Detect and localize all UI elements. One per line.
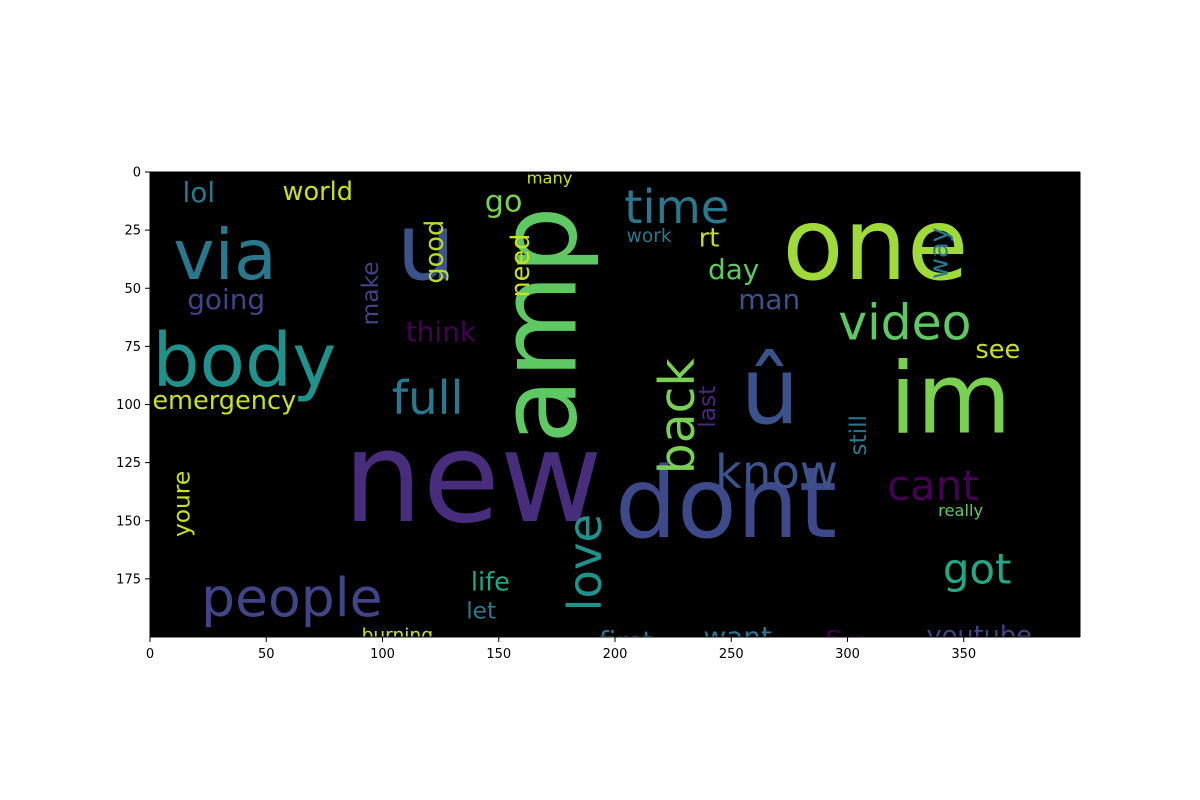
word-make: make bbox=[357, 261, 384, 325]
word-lol: lol bbox=[183, 176, 216, 209]
word-youre: youre bbox=[169, 471, 196, 537]
x-tick-label: 300 bbox=[835, 647, 860, 662]
word-burning: burning bbox=[362, 626, 433, 647]
word-û: û bbox=[741, 337, 800, 445]
word-know: know bbox=[715, 445, 838, 499]
y-tick-label: 100 bbox=[116, 398, 141, 413]
x-tick-label: 100 bbox=[370, 647, 395, 662]
word-love: love bbox=[558, 514, 612, 612]
x-tick-label: 200 bbox=[603, 647, 628, 662]
word-one: one bbox=[782, 186, 968, 303]
y-tick-label: 150 bbox=[116, 514, 141, 529]
word-fire: fire bbox=[824, 625, 870, 658]
word-many: many bbox=[527, 169, 573, 188]
word-see: see bbox=[975, 335, 1020, 365]
x-tick-label: 50 bbox=[258, 647, 275, 662]
y-tick-label: 25 bbox=[124, 224, 141, 239]
y-axis-ticks: 0 25 50 75 100 125 150 175 bbox=[116, 166, 150, 587]
x-tick-label: 350 bbox=[951, 647, 976, 662]
y-tick-label: 125 bbox=[116, 456, 141, 471]
word-think: think bbox=[406, 316, 477, 349]
word-going: going bbox=[187, 283, 265, 316]
y-tick-label: 175 bbox=[116, 572, 141, 587]
word-good: good bbox=[420, 220, 450, 284]
word-let: let bbox=[466, 597, 496, 624]
word-via: via bbox=[173, 215, 276, 296]
word-full: full bbox=[392, 371, 464, 425]
word-last: last bbox=[694, 386, 721, 428]
y-tick-label: 50 bbox=[124, 282, 141, 297]
word-people: people bbox=[201, 566, 382, 629]
word-dont: dont bbox=[615, 447, 837, 561]
word-work: work bbox=[627, 226, 672, 247]
word-need: need bbox=[506, 234, 536, 298]
word-youtube: youtube bbox=[927, 621, 1032, 651]
word-want: want bbox=[703, 620, 772, 653]
y-tick-label: 0 bbox=[133, 166, 141, 181]
word-got: got bbox=[943, 545, 1012, 594]
word-emergency: emergency bbox=[152, 386, 296, 416]
word-im: im bbox=[889, 342, 1011, 456]
word-body: body bbox=[152, 317, 336, 404]
x-axis-ticks: 0 50 100 150 200 250 300 350 bbox=[146, 637, 976, 662]
word-back: back bbox=[649, 358, 706, 475]
word-life: life bbox=[471, 568, 510, 598]
word-rt: rt bbox=[699, 223, 720, 253]
word-still: still bbox=[845, 415, 872, 456]
word-world: world bbox=[283, 177, 353, 207]
word-way: way bbox=[924, 227, 954, 279]
word-u: u bbox=[396, 193, 455, 301]
x-tick-label: 0 bbox=[146, 647, 154, 662]
y-tick-label: 75 bbox=[124, 340, 141, 355]
word-amp: amp bbox=[477, 206, 601, 444]
wordcloud-background bbox=[150, 172, 1080, 637]
word-cant: cant bbox=[887, 461, 979, 510]
word-day: day bbox=[708, 253, 759, 286]
word-go: go bbox=[485, 185, 523, 220]
x-tick-label: 150 bbox=[486, 647, 511, 662]
word-first: first bbox=[599, 625, 654, 658]
word-man: man bbox=[738, 283, 800, 316]
word-new: new bbox=[343, 404, 603, 551]
word-really: really bbox=[938, 501, 983, 520]
x-tick-label: 250 bbox=[719, 647, 744, 662]
axes: 0 50 100 150 200 250 300 350 0 25 50 75 100 125 150 17… bbox=[116, 166, 1081, 662]
word-time: time bbox=[624, 180, 729, 234]
word-video: video bbox=[838, 294, 971, 351]
